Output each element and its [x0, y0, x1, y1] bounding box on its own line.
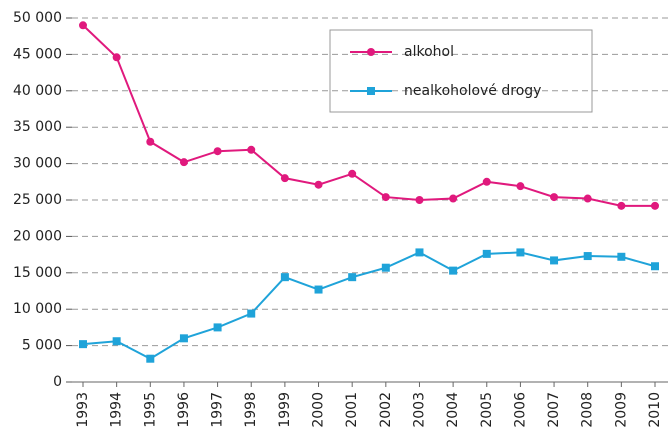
marker	[617, 201, 626, 210]
marker	[112, 53, 121, 62]
marker	[348, 273, 357, 282]
x-tick-label: 1997	[210, 392, 226, 428]
x-tick-label: 1995	[142, 392, 158, 428]
marker	[179, 158, 188, 167]
marker	[314, 180, 323, 189]
x-tick-label: 2005	[479, 392, 495, 428]
marker	[583, 252, 592, 261]
marker	[415, 196, 424, 204]
legend-label: alkohol	[404, 44, 454, 60]
marker	[550, 193, 559, 202]
marker	[415, 248, 424, 257]
marker	[381, 263, 390, 272]
marker	[314, 285, 323, 294]
x-tick-label: 2007	[546, 392, 562, 428]
marker	[280, 174, 289, 183]
marker	[651, 262, 659, 271]
x-tick-label: 2010	[647, 392, 663, 428]
legend-box	[329, 29, 593, 113]
x-tick-label: 1994	[109, 392, 125, 428]
marker	[146, 354, 155, 363]
marker	[449, 194, 458, 203]
marker	[617, 252, 626, 261]
x-tick-label: 2008	[580, 392, 596, 428]
x-tick-label: 2009	[613, 392, 629, 428]
y-tick-label: 20 000	[13, 228, 62, 244]
x-tick-label: 1996	[176, 392, 192, 428]
marker	[213, 147, 222, 156]
x-tick-label: 2006	[512, 392, 528, 428]
marker	[247, 309, 256, 318]
x-tick-label: 1998	[243, 392, 259, 428]
x-tick-label: 1993	[75, 392, 91, 428]
y-tick-label: 40 000	[13, 83, 62, 99]
marker	[247, 145, 256, 154]
marker	[280, 273, 289, 282]
x-tick-label: 2000	[311, 392, 327, 428]
marker	[79, 21, 87, 30]
marker	[367, 48, 375, 56]
marker	[112, 337, 121, 346]
marker	[516, 248, 525, 257]
marker	[583, 194, 592, 203]
y-tick-label: 30 000	[13, 156, 62, 172]
y-tick-label: 15 000	[13, 265, 62, 281]
marker	[79, 340, 87, 349]
marker	[516, 182, 525, 191]
marker	[213, 323, 222, 332]
y-tick-label: 50 000	[13, 10, 62, 26]
marker	[146, 137, 155, 146]
series-line	[82, 251, 656, 360]
marker	[482, 177, 491, 186]
series-line	[82, 24, 655, 207]
y-tick-label: 5 000	[22, 338, 62, 354]
x-tick-label: 2001	[344, 392, 360, 428]
marker	[179, 334, 188, 343]
marker	[482, 249, 491, 258]
marker	[348, 169, 357, 178]
x-tick-label: 2004	[445, 392, 461, 428]
marker	[550, 256, 559, 265]
marker	[381, 193, 390, 202]
x-tick-label: 2003	[411, 392, 427, 428]
y-tick-label: 0	[53, 374, 62, 390]
y-tick-label: 35 000	[13, 119, 62, 135]
x-tick-label: 2002	[378, 392, 394, 428]
marker	[651, 201, 659, 210]
marker	[367, 87, 375, 95]
x-tick-label: 1999	[277, 392, 293, 428]
legend-label: nealkoholové drogy	[404, 83, 541, 99]
marker	[449, 266, 458, 275]
y-tick-label: 25 000	[13, 192, 62, 208]
y-tick-label: 45 000	[13, 46, 62, 62]
y-tick-label: 10 000	[13, 301, 62, 317]
